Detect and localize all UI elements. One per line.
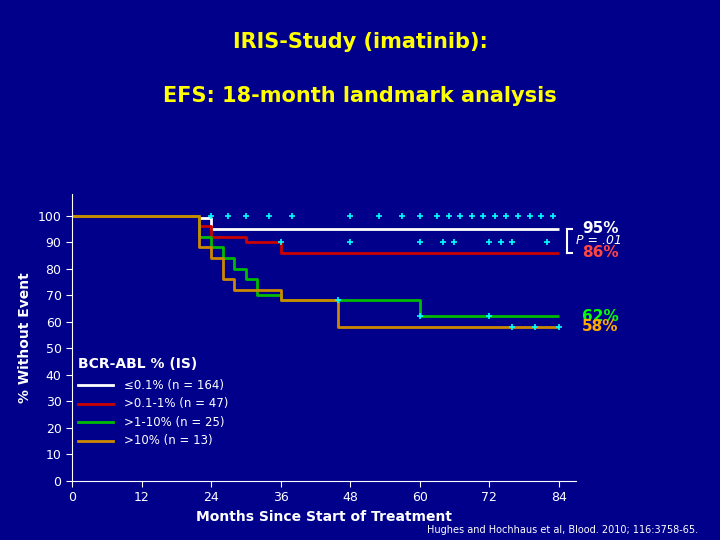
- Text: ≤0.1% (n = 164): ≤0.1% (n = 164): [124, 379, 224, 392]
- X-axis label: Months Since Start of Treatment: Months Since Start of Treatment: [196, 510, 452, 524]
- Text: >1-10% (n = 25): >1-10% (n = 25): [124, 416, 225, 429]
- Text: Hughes and Hochhaus et al, Blood. 2010; 116:3758-65.: Hughes and Hochhaus et al, Blood. 2010; …: [427, 524, 698, 535]
- Text: 86%: 86%: [582, 245, 618, 260]
- Text: BCR-ABL % (IS): BCR-ABL % (IS): [78, 357, 197, 371]
- Text: IRIS-Study (imatinib):: IRIS-Study (imatinib):: [233, 32, 487, 52]
- Text: EFS: 18-month landmark analysis: EFS: 18-month landmark analysis: [163, 86, 557, 106]
- Text: 62%: 62%: [582, 309, 618, 324]
- Text: >0.1-1% (n = 47): >0.1-1% (n = 47): [124, 397, 228, 410]
- Text: P = .01: P = .01: [576, 234, 622, 247]
- Y-axis label: % Without Event: % Without Event: [18, 272, 32, 403]
- Text: 58%: 58%: [582, 319, 618, 334]
- Text: >10% (n = 13): >10% (n = 13): [124, 434, 213, 447]
- Text: 95%: 95%: [582, 221, 618, 237]
